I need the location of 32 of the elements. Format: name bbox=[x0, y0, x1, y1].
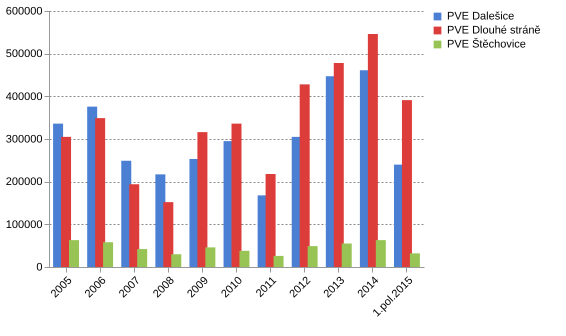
y-tick-label: 100000 bbox=[6, 218, 42, 231]
y-tick-label: 600000 bbox=[6, 6, 42, 18]
y-tick-label: 500000 bbox=[6, 48, 42, 60]
bar bbox=[334, 63, 344, 267]
bar bbox=[197, 132, 208, 267]
bar bbox=[308, 246, 318, 267]
bar bbox=[232, 124, 242, 267]
bar bbox=[368, 34, 378, 267]
y-tick-label: 0 bbox=[36, 262, 42, 274]
y-tick-label: 200000 bbox=[6, 176, 42, 188]
legend-label: PVE Štěchovice bbox=[447, 38, 526, 50]
bar bbox=[300, 84, 310, 267]
bar bbox=[239, 250, 250, 267]
bar bbox=[342, 244, 352, 267]
bar bbox=[376, 240, 386, 267]
bar bbox=[266, 174, 276, 267]
bar bbox=[137, 249, 148, 267]
bar bbox=[410, 253, 420, 267]
bar bbox=[95, 118, 106, 267]
bar bbox=[103, 242, 114, 267]
bar bbox=[274, 256, 284, 267]
bar bbox=[205, 247, 216, 267]
legend-label: PVE Dalešice bbox=[447, 10, 514, 22]
bar bbox=[69, 240, 79, 267]
bar bbox=[171, 254, 182, 267]
legend-label: PVE Dlouhé stráně bbox=[447, 24, 541, 36]
y-tick-label: 300000 bbox=[6, 134, 42, 146]
bar bbox=[163, 202, 174, 267]
bar bbox=[402, 100, 412, 267]
bar bbox=[61, 136, 72, 267]
bar bbox=[129, 184, 140, 267]
y-tick-label: 400000 bbox=[6, 90, 42, 103]
